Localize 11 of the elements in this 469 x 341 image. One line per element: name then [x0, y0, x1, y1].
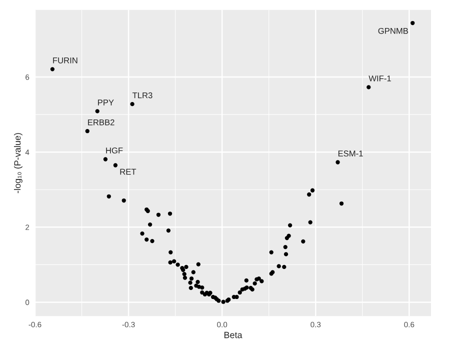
- annotation: ERBB2: [88, 119, 114, 126]
- annotation: GPNMB: [378, 28, 408, 34]
- annotation: WIF-1: [368, 76, 391, 82]
- annotation: HGF: [106, 148, 123, 154]
- annotation: ESM-1: [338, 150, 363, 156]
- annotation: RET: [120, 168, 136, 175]
- y-axis-title: -log₁₀ (P-value): [14, 133, 22, 194]
- annotation: PPY: [98, 100, 114, 106]
- annotation: FURIN: [53, 58, 78, 64]
- annotation: TLR3: [132, 92, 152, 98]
- x-axis-title: Beta: [224, 332, 242, 338]
